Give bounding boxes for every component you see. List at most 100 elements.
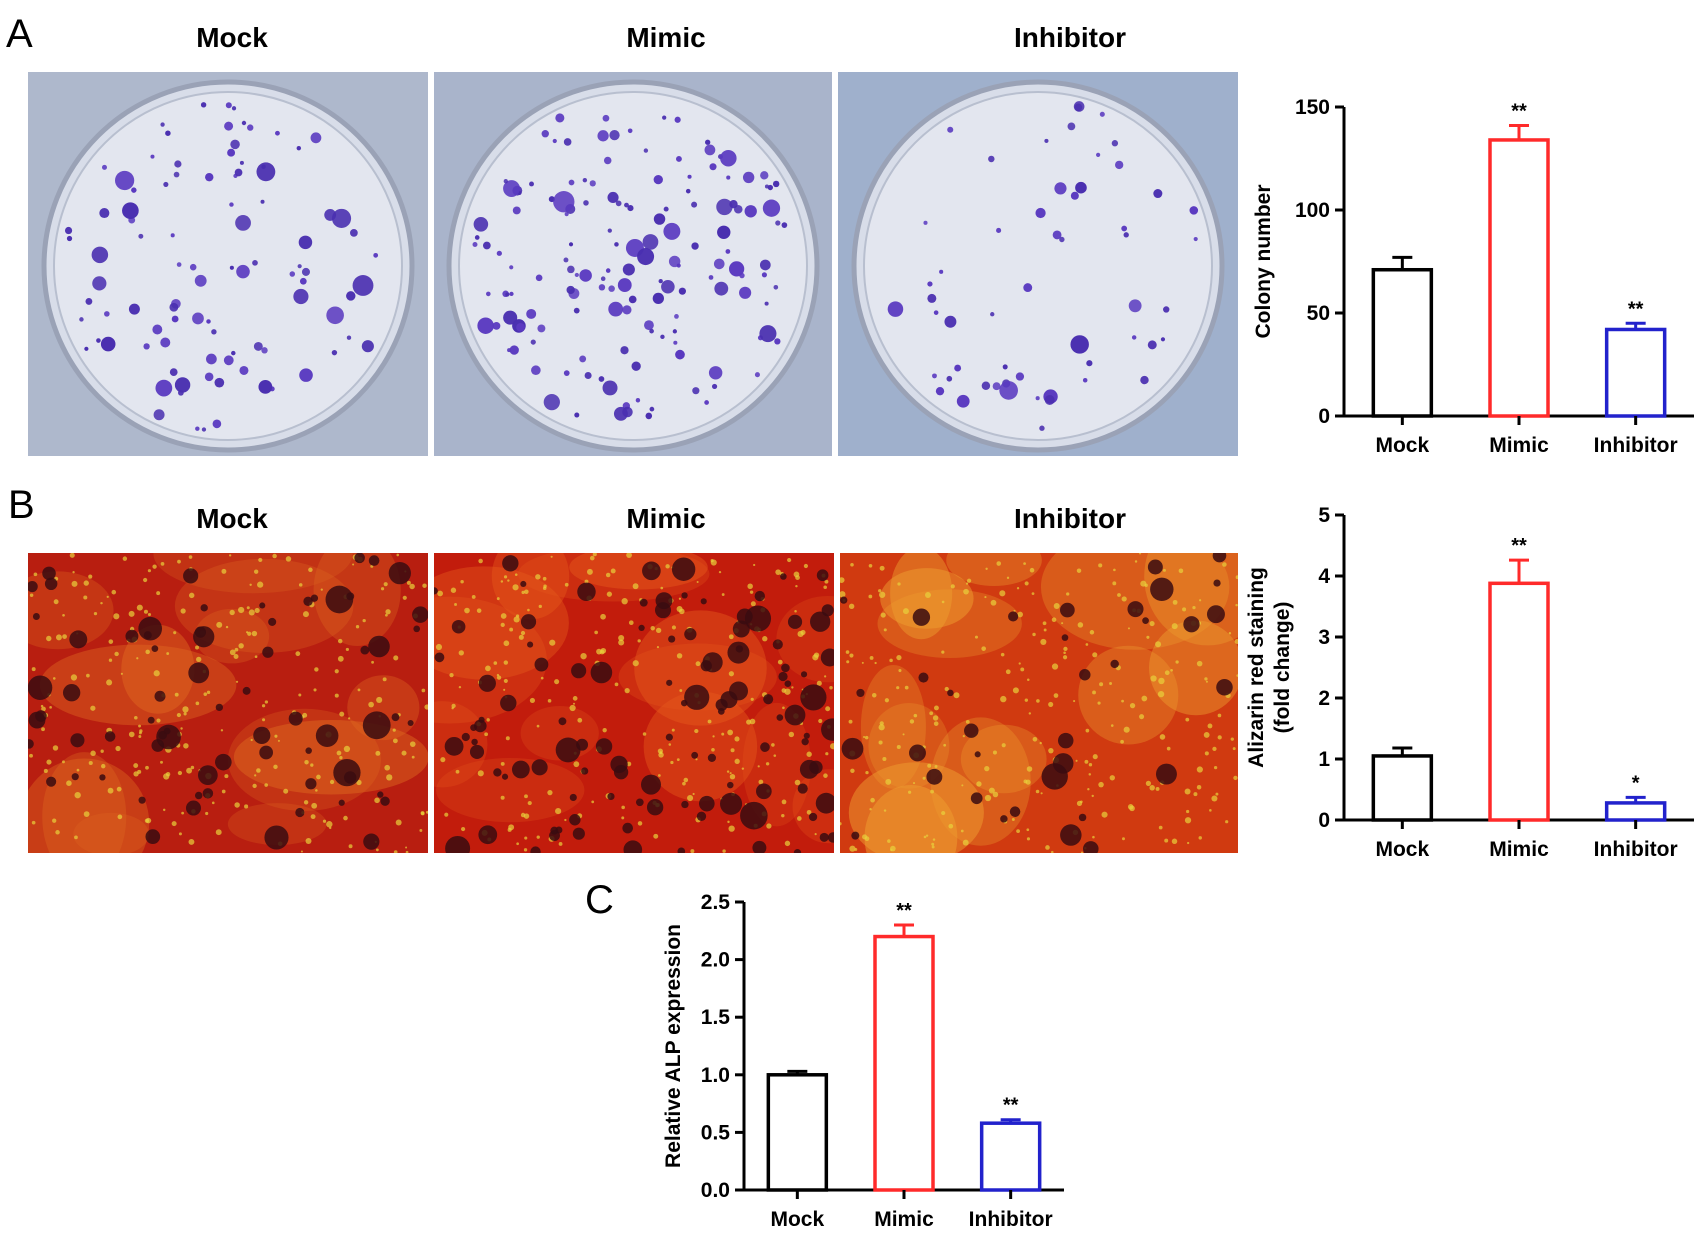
cell xyxy=(762,636,768,642)
cell xyxy=(1213,765,1218,770)
cell xyxy=(750,697,754,701)
cell xyxy=(1023,779,1028,784)
colony xyxy=(567,265,575,274)
mineral-nodule xyxy=(912,608,931,626)
cell xyxy=(100,749,104,753)
mineral-nodule xyxy=(534,657,549,672)
stain-region xyxy=(860,664,926,789)
cell xyxy=(405,846,408,849)
cell xyxy=(1120,739,1124,744)
colony xyxy=(631,361,641,371)
mineral-nodule xyxy=(70,733,85,748)
cell xyxy=(371,660,375,664)
cell xyxy=(850,562,854,567)
cell xyxy=(252,783,257,789)
cell xyxy=(1016,587,1020,590)
colony xyxy=(642,234,659,250)
mineral-nodule xyxy=(763,694,774,705)
significance-marker: ** xyxy=(896,900,912,922)
colony xyxy=(692,387,700,395)
cell xyxy=(1032,632,1036,637)
mineral-nodule xyxy=(1155,763,1177,785)
colony-dish-photo-mimic xyxy=(434,72,832,456)
mineral-nodule xyxy=(691,751,699,759)
cell xyxy=(1048,747,1054,754)
cell xyxy=(1205,680,1208,683)
cell xyxy=(233,654,239,659)
cell xyxy=(540,676,544,680)
colony xyxy=(224,121,234,131)
cell xyxy=(549,639,556,646)
cell xyxy=(451,703,456,709)
colony xyxy=(744,205,757,218)
mineral-nodule xyxy=(639,598,648,607)
colony xyxy=(529,181,534,187)
y-tick-label: 100 xyxy=(1295,199,1330,222)
cell xyxy=(83,811,90,817)
cell xyxy=(823,773,828,778)
cell xyxy=(516,842,519,846)
cell xyxy=(1110,724,1114,727)
cell xyxy=(40,704,44,708)
cell xyxy=(83,595,88,600)
cell xyxy=(343,815,348,821)
cell xyxy=(628,620,634,626)
cell xyxy=(642,732,647,736)
colony xyxy=(211,329,217,335)
cell xyxy=(188,838,195,845)
bar-inhibitor xyxy=(1604,801,1667,822)
mineral-nodule xyxy=(719,792,743,815)
cell xyxy=(345,647,349,652)
cell xyxy=(679,689,683,692)
cell xyxy=(529,697,536,704)
mineral-nodule xyxy=(727,781,734,789)
cell xyxy=(848,603,855,610)
mineral-nodule xyxy=(288,711,303,726)
cell xyxy=(869,808,872,811)
colony xyxy=(609,129,620,141)
colony xyxy=(1073,101,1085,112)
colony xyxy=(887,301,904,317)
colony xyxy=(298,235,313,250)
cell xyxy=(824,579,829,584)
cell xyxy=(128,610,135,617)
cell xyxy=(72,571,75,574)
colony xyxy=(676,156,682,162)
mineral-nodule xyxy=(841,737,864,760)
cell xyxy=(527,801,532,806)
cell xyxy=(62,613,65,617)
colony xyxy=(472,242,478,247)
mineral-nodule xyxy=(1000,815,1008,823)
cell xyxy=(298,693,302,697)
cell xyxy=(176,712,182,718)
colony xyxy=(687,174,692,179)
colony xyxy=(165,130,171,136)
colony xyxy=(999,381,1018,400)
cell xyxy=(992,791,999,798)
cell xyxy=(749,590,754,594)
colony xyxy=(174,377,191,393)
mineral-nodule xyxy=(474,719,487,733)
mineral-nodule xyxy=(388,562,411,585)
colony xyxy=(231,106,237,111)
mineral-nodule xyxy=(681,592,688,599)
cell xyxy=(368,701,374,708)
cell xyxy=(1016,829,1020,834)
mineral-nodule xyxy=(156,724,181,750)
cell xyxy=(580,652,587,660)
colony xyxy=(214,377,225,388)
colony xyxy=(84,346,89,351)
cell xyxy=(33,572,38,577)
cell xyxy=(953,692,960,699)
mineral-nodule xyxy=(200,604,208,612)
bar-mimic xyxy=(1488,138,1550,418)
cell xyxy=(254,774,257,777)
cell xyxy=(825,752,829,756)
colony xyxy=(584,371,592,380)
colony xyxy=(530,339,536,345)
colony xyxy=(171,315,179,323)
cell xyxy=(500,580,504,583)
cell xyxy=(1061,622,1064,625)
mineral-nodule xyxy=(363,833,380,850)
colony xyxy=(563,138,572,146)
